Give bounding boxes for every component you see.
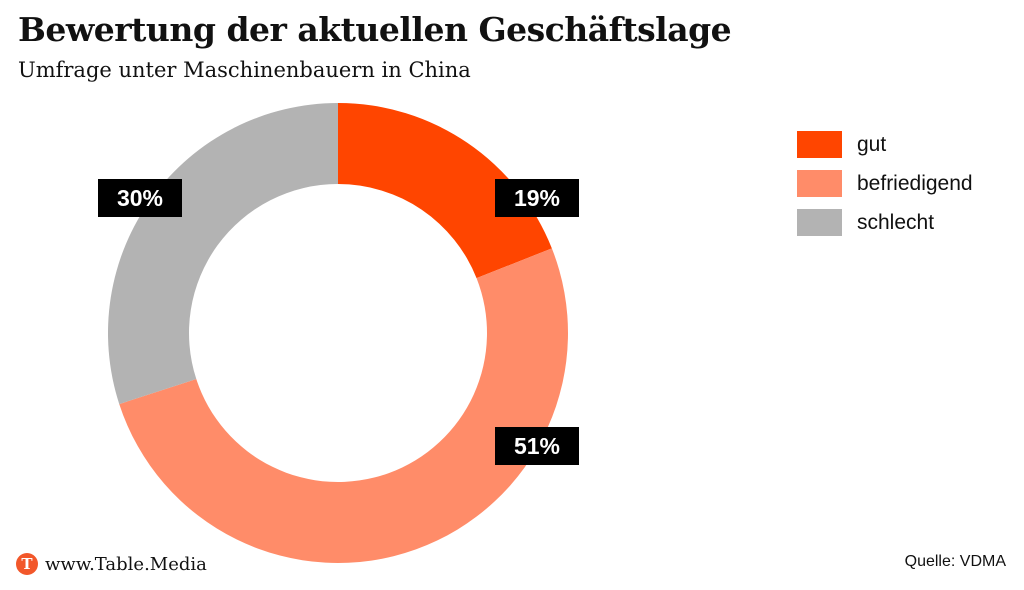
legend-label-gut: gut (857, 133, 887, 156)
brand-url: www.Table.Media (45, 553, 207, 575)
data-label-text: 30% (117, 185, 163, 211)
data-label-box (98, 179, 182, 217)
data-label-gut: 19% (495, 179, 579, 217)
legend-swatch-schlecht (797, 209, 842, 236)
legend-label-schlecht: schlecht (857, 211, 935, 234)
data-label-schlecht: 30% (98, 179, 182, 217)
source-note: Quelle: VDMA (904, 553, 1006, 570)
data-label-box (495, 427, 579, 465)
donut-slice-schlecht (107, 103, 339, 405)
legend-label-befriedigend: befriedigend (857, 172, 973, 195)
legend-swatch-gut (797, 131, 842, 158)
donut-slice-gut (338, 103, 552, 279)
data-label-box (495, 179, 579, 217)
footer-brand: T www.Table.Media (16, 552, 207, 576)
table-media-logo-icon: T (16, 553, 38, 575)
legend-swatch-befriedigend (797, 170, 842, 197)
donut-slice-befriedigend (119, 248, 569, 564)
data-label-text: 51% (514, 433, 560, 459)
chart-title: Bewertung der aktuellen Geschäftslage (18, 10, 732, 49)
data-label-text: 19% (514, 185, 560, 211)
data-label-befriedigend: 51% (495, 427, 579, 465)
chart-subtitle: Umfrage unter Maschinenbauern in China (18, 58, 471, 82)
